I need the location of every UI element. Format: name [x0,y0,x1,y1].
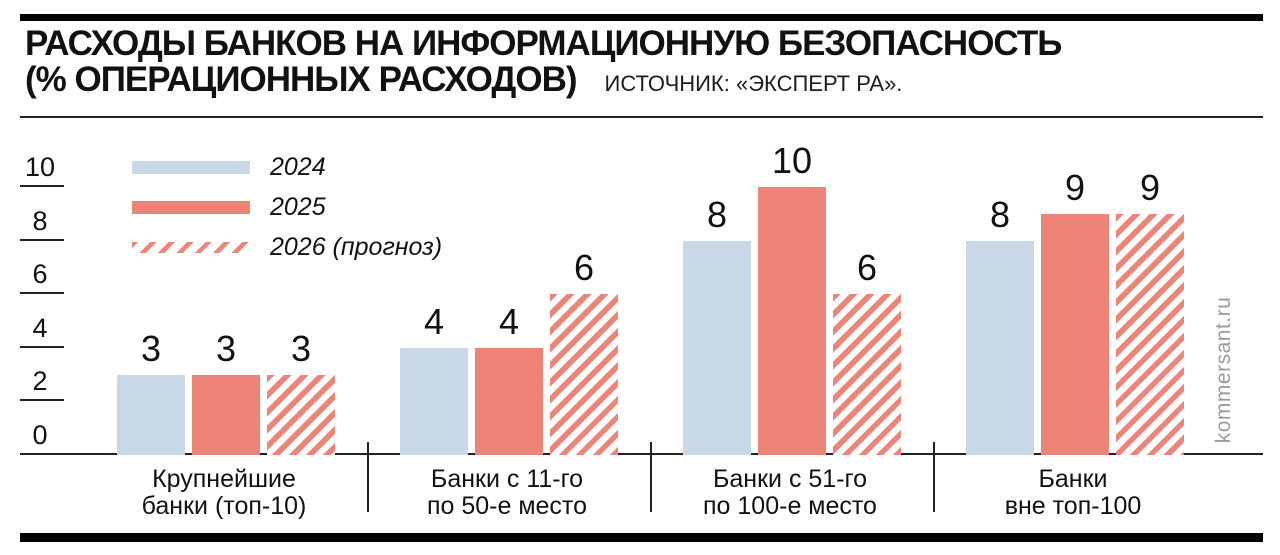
value-label: 6 [856,247,878,288]
legend-item-2025: 2025 [132,187,442,227]
y-tick-line [20,399,64,401]
value-label: 4 [423,301,445,342]
value-label: 3 [215,328,237,369]
y-tick-label: 8 [32,206,48,236]
legend-swatch-2026-hatch [132,241,250,253]
value-label: 6 [573,247,595,288]
bar-2024 [400,348,468,455]
value-label: 8 [706,194,728,235]
bottom-rule [20,533,1263,542]
legend-label-2024: 2024 [270,152,326,181]
category-label: Банки с 11-го по 50-е место [426,465,588,520]
legend-label-2026: 2026 (прогноз) [270,232,443,261]
value-label: 8 [989,194,1011,235]
bar-2024 [966,241,1034,455]
y-tick-line [20,185,64,187]
value-label: 3 [290,328,312,369]
group-divider [650,442,652,512]
value-label: 9 [1064,167,1086,208]
category-label: Банки вне топ-100 [1004,465,1142,520]
category-label: Банки с 51-го по 100-е место [703,465,877,520]
y-tick-label: 6 [32,259,48,289]
value-label: 4 [498,301,520,342]
group-divider [933,442,935,512]
y-tick-label: 2 [32,366,48,396]
bar-2026 [550,294,618,455]
bar-2025 [475,348,543,455]
bar-2025 [192,375,260,455]
legend-swatch-2025 [132,200,250,214]
source-note: ИСТОЧНИК: «ЭКСПЕРТ РА». [604,71,903,96]
y-tick-line [20,346,64,348]
bar-2025 [1041,214,1109,455]
y-tick-label: 10 [24,152,56,182]
title-block: РАСХОДЫ БАНКОВ НА ИНФОРМАЦИОННУЮ БЕЗОПАС… [25,26,1255,97]
group-divider [367,442,369,512]
bar-2025 [758,187,826,455]
x-axis-line [20,453,1263,455]
value-label: 9 [1139,167,1161,208]
watermark: kommersant.ru [1212,296,1235,444]
top-rule [20,14,1263,21]
bar-2026 [1116,214,1184,455]
y-tick-line [20,239,64,241]
y-tick-label: 0 [32,420,48,450]
bar-2024 [683,241,751,455]
header-divider-rule [20,116,1263,118]
legend-item-2024: 2024 [132,147,442,187]
legend-label-2025: 2025 [270,192,326,221]
y-tick-label: 4 [32,313,48,343]
bar-2026 [267,375,335,455]
chart-title-line2: (% ОПЕРАЦИОННЫХ РАСХОДОВ) [25,60,578,99]
category-label: Крупнейшие банки (топ-10) [141,465,307,520]
legend: 2024 2025 2026 (прогноз) [132,147,442,267]
legend-item-2026-forecast: 2026 (прогноз) [132,227,442,267]
value-label: 10 [771,140,813,181]
value-label: 3 [140,328,162,369]
legend-swatch-2024 [132,160,250,174]
chart-title-line1: РАСХОДЫ БАНКОВ НА ИНФОРМАЦИОННУЮ БЕЗОПАС… [25,24,1062,63]
bar-2026 [833,294,901,455]
y-tick-line [20,292,64,294]
bar-2024 [117,375,185,455]
